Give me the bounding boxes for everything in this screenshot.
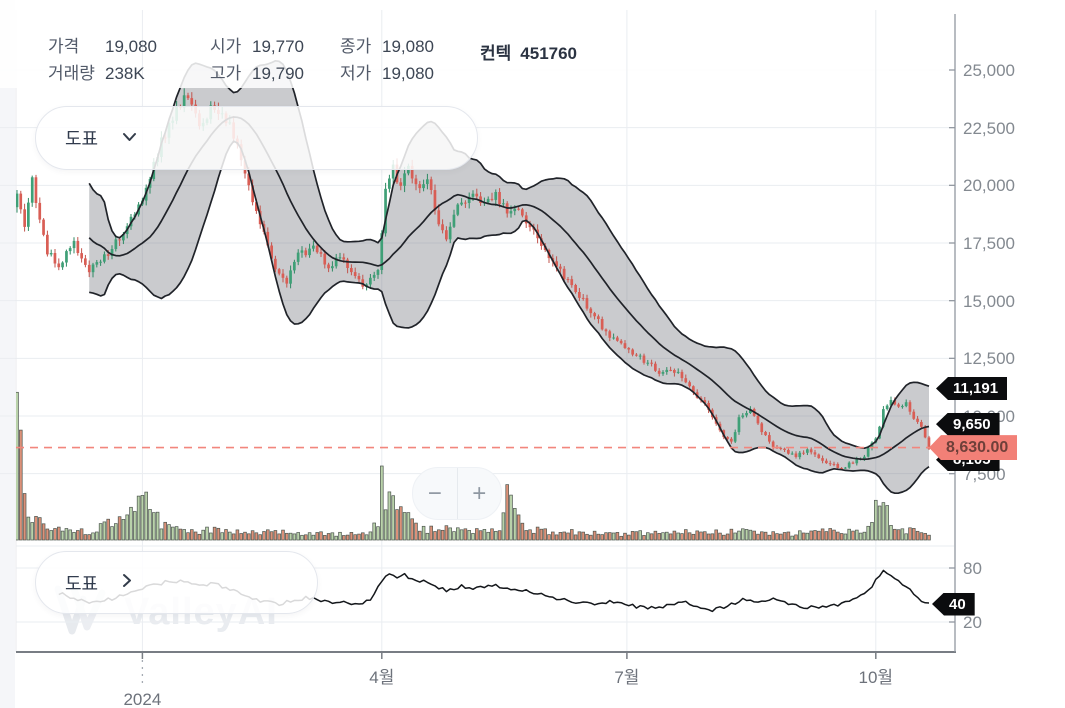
ohlc-field-label: 종가	[340, 37, 372, 56]
indicator-axis-label: 80	[963, 559, 982, 578]
indicator-panel-dropdown[interactable]: 도표	[35, 551, 318, 614]
ohlc-field: 시가 19,770	[210, 32, 304, 57]
ohlc-field-value: 238K	[105, 64, 145, 83]
price-axis-label: 22,500	[963, 118, 1015, 138]
month-label: 7월	[614, 668, 640, 687]
ohlc-field: 고가 19,790	[210, 59, 304, 84]
price-axis-label: 25,000	[963, 61, 1015, 80]
ohlc-field-value: 19,080	[382, 37, 434, 56]
ohlc-field-label: 저가	[340, 64, 372, 83]
month-label: 10월	[858, 668, 894, 687]
price-tag: 11,191	[936, 377, 1008, 401]
ohlc-field: 종가 19,080	[340, 32, 434, 57]
indicator-value-tag: 40	[932, 592, 975, 616]
chevron-down-icon	[122, 129, 137, 147]
month-label: 4월	[369, 668, 395, 687]
ohlc-field-label: 거래량	[48, 64, 95, 83]
ohlc-field-value: 19,080	[382, 64, 434, 83]
symbol-code: 451760	[520, 44, 578, 63]
year-label: 2024	[123, 690, 162, 708]
symbol-title: 컨텍 451760	[480, 39, 577, 64]
ohlc-field-value: 19,790	[252, 64, 304, 83]
price-axis-label: 20,000	[963, 176, 1015, 196]
ohlc-field-label: 시가	[210, 37, 242, 56]
zoom-controls: − +	[412, 467, 502, 520]
left-margin-strip	[0, 0, 15, 708]
chart-type-dropdown-label: 도표	[65, 129, 99, 149]
indicator-panel-label: 도표	[65, 573, 99, 594]
ohlc-field: 저가 19,080	[340, 59, 434, 84]
price-axis-label: 12,500	[963, 349, 1015, 369]
price-axis-label: 15,000	[963, 291, 1015, 311]
price-tag: 8,630.00	[929, 435, 1018, 461]
ohlc-field: 거래량 238K	[48, 59, 145, 84]
price-tag: 9,650	[936, 412, 1000, 436]
symbol-name: 컨텍	[480, 44, 512, 63]
zoom-out-button[interactable]: −	[413, 468, 458, 519]
ohlc-field-value: 19,080	[105, 37, 157, 56]
zoom-in-button[interactable]: +	[472, 479, 487, 507]
chart-type-dropdown[interactable]: 도표	[35, 106, 478, 170]
price-axis-label: 17,500	[963, 234, 1015, 253]
ohlc-field: 가격 19,080	[48, 32, 157, 57]
ohlc-field-value: 19,770	[252, 37, 304, 56]
ohlc-field-label: 가격	[48, 37, 80, 56]
indicator-axis-label: 20	[963, 613, 982, 632]
ohlc-field-label: 고가	[210, 64, 242, 83]
chevron-right-icon	[122, 573, 132, 593]
